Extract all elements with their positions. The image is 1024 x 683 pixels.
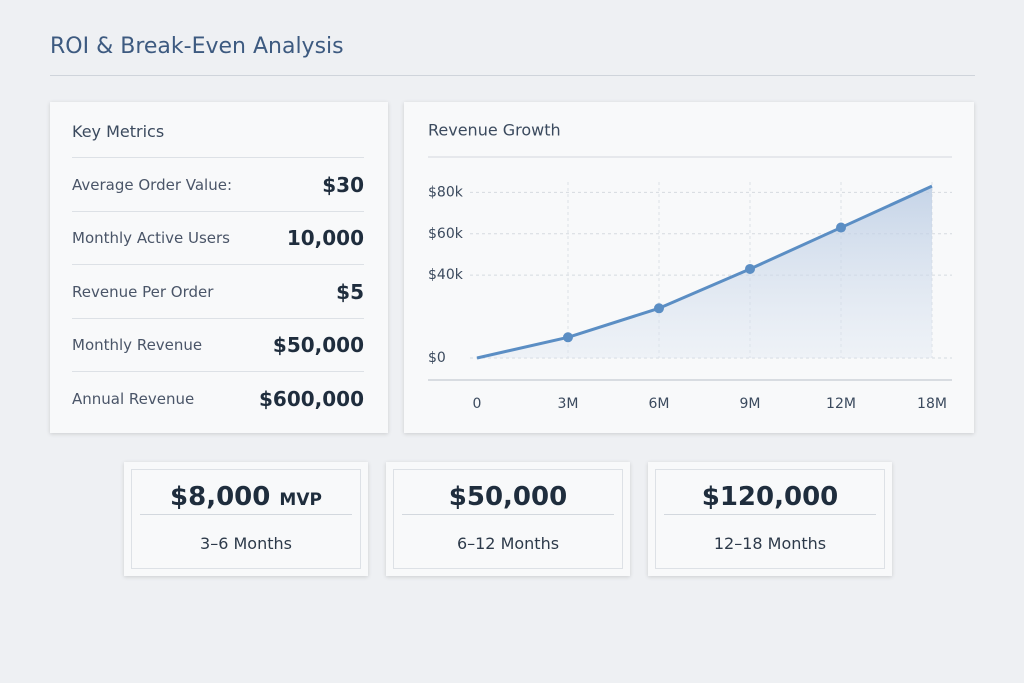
x-tick-label: 12M — [826, 396, 856, 412]
y-tick-label: $0 — [428, 350, 446, 366]
chart-title: Revenue Growth — [428, 121, 561, 140]
line — [476, 184, 933, 360]
point — [654, 303, 664, 314]
card-border — [131, 469, 361, 569]
amount: $8,000 — [170, 482, 271, 512]
metric-label: Annual Revenue — [72, 389, 195, 408]
y-tick-label: $80k — [428, 184, 464, 200]
card-period: 3–6 Months — [200, 534, 292, 553]
x-tick-label: 6M — [649, 396, 670, 412]
x-tick-label: 0 — [473, 396, 482, 412]
metric-row: Average Order Value: $30 — [72, 157, 364, 211]
panel-title: Key Metrics — [72, 122, 165, 141]
metric-label: Average Order Value: — [72, 175, 233, 194]
amount: $50,000 — [448, 482, 568, 512]
metric-label: Monthly Active Users — [72, 229, 230, 247]
y-tick-label: $60k — [428, 226, 464, 242]
point — [745, 263, 755, 274]
card-rule — [140, 514, 352, 515]
amount: $120,000 — [701, 482, 839, 512]
chart-panel: Revenue Growth $0 $60k $40k $80k 0 3M 6M 9M 12M 1… — [404, 102, 974, 433]
card-amount: $8,000 MVP — [124, 482, 368, 512]
card-amount: $120,000 — [648, 482, 892, 512]
x-tick-label: 9M — [740, 396, 761, 412]
metric-row: Annual Revenue $600,000 — [72, 371, 364, 425]
metrics-panel: Key Metrics Average Order Value: $30 Month… — [50, 102, 388, 433]
estimate-card: $50,000 6–12 Months — [386, 462, 630, 576]
card-border — [393, 469, 623, 569]
y-tick-label: $40k — [428, 267, 464, 283]
point — [563, 332, 573, 343]
metric-value: $30 — [322, 172, 364, 197]
metric-value: $600,000 — [258, 386, 364, 411]
estimate-card: $120,000 12–18 Months — [648, 462, 892, 576]
metric-label: Revenue Per Order — [72, 282, 214, 301]
metric-value: $5 — [336, 279, 364, 304]
card-rule — [402, 514, 614, 515]
card-period: 12–18 Months — [713, 534, 827, 553]
metric-row: Monthly Revenue $50,000 — [72, 317, 364, 372]
card-amount: $50,000 — [386, 482, 630, 512]
estimate-card: $8,000 MVP 3–6 Months — [124, 462, 368, 576]
amount-tag: MVP — [279, 490, 322, 510]
title-rule — [50, 75, 975, 76]
x-tick-label: 18M — [917, 396, 947, 412]
area — [477, 186, 932, 358]
metric-value: $50,000 — [272, 333, 364, 357]
metric-row: Monthly Active Users 10,000 — [72, 210, 364, 265]
card-border — [655, 469, 885, 569]
point — [836, 222, 846, 233]
chart: Revenue Growth $0 $60k $40k $80k 0 3M 6M 9M 12M 1… — [428, 121, 952, 412]
metric-label: Monthly Revenue — [72, 336, 203, 354]
card-period: 6–12 Months — [456, 534, 560, 553]
metric-row: Revenue Per Order $5 — [72, 264, 364, 318]
metric-value: 10,000 — [286, 226, 364, 250]
page-title: ROI & Break-Even Analysis — [50, 34, 344, 59]
x-tick-label: 3M — [558, 396, 579, 412]
card-rule — [664, 514, 876, 515]
